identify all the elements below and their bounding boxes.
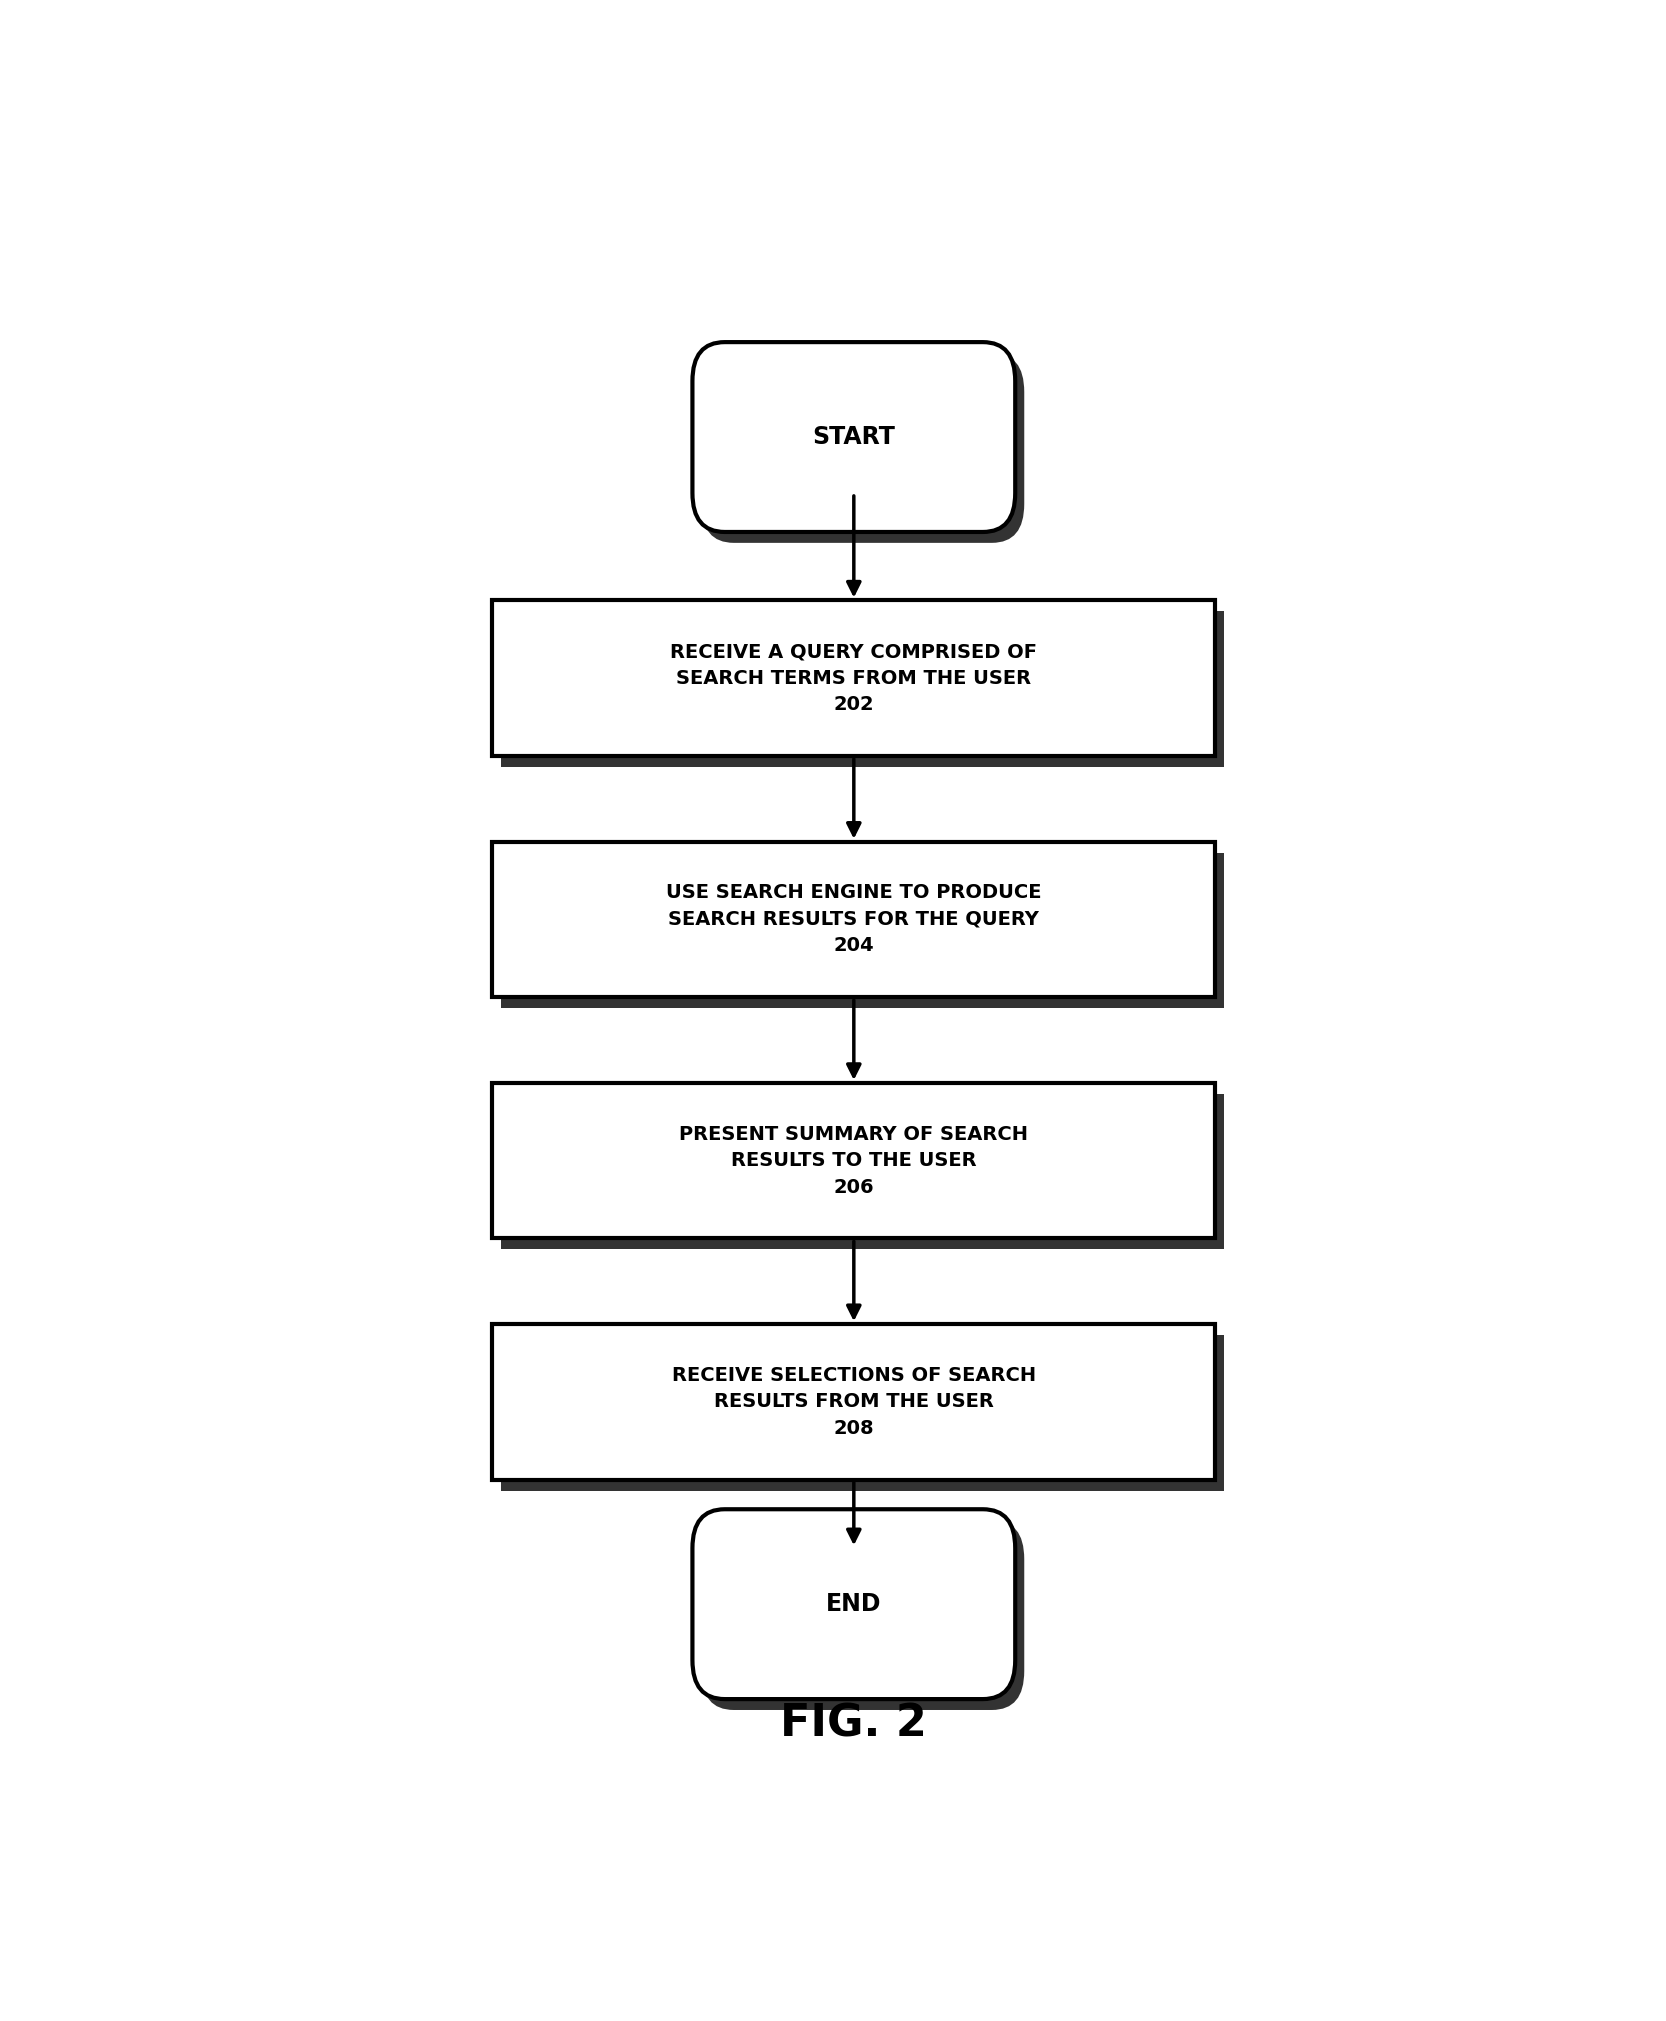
FancyBboxPatch shape: [693, 342, 1015, 532]
FancyBboxPatch shape: [501, 1093, 1225, 1249]
FancyBboxPatch shape: [493, 600, 1216, 756]
FancyBboxPatch shape: [501, 610, 1225, 766]
Text: FIG. 2: FIG. 2: [780, 1702, 928, 1746]
FancyBboxPatch shape: [501, 1336, 1225, 1491]
FancyBboxPatch shape: [493, 1324, 1216, 1479]
Text: START: START: [813, 424, 895, 449]
FancyBboxPatch shape: [693, 1510, 1015, 1700]
FancyBboxPatch shape: [701, 1520, 1025, 1710]
Text: USE SEARCH ENGINE TO PRODUCE
SEARCH RESULTS FOR THE QUERY
204: USE SEARCH ENGINE TO PRODUCE SEARCH RESU…: [666, 883, 1041, 956]
FancyBboxPatch shape: [501, 853, 1225, 1008]
Text: END: END: [826, 1593, 881, 1617]
Text: RECEIVE SELECTIONS OF SEARCH
RESULTS FROM THE USER
208: RECEIVE SELECTIONS OF SEARCH RESULTS FRO…: [671, 1366, 1036, 1437]
FancyBboxPatch shape: [493, 1083, 1216, 1239]
Text: RECEIVE A QUERY COMPRISED OF
SEARCH TERMS FROM THE USER
202: RECEIVE A QUERY COMPRISED OF SEARCH TERM…: [670, 643, 1038, 713]
FancyBboxPatch shape: [701, 354, 1025, 544]
FancyBboxPatch shape: [493, 841, 1216, 996]
Text: PRESENT SUMMARY OF SEARCH
RESULTS TO THE USER
206: PRESENT SUMMARY OF SEARCH RESULTS TO THE…: [680, 1124, 1028, 1196]
